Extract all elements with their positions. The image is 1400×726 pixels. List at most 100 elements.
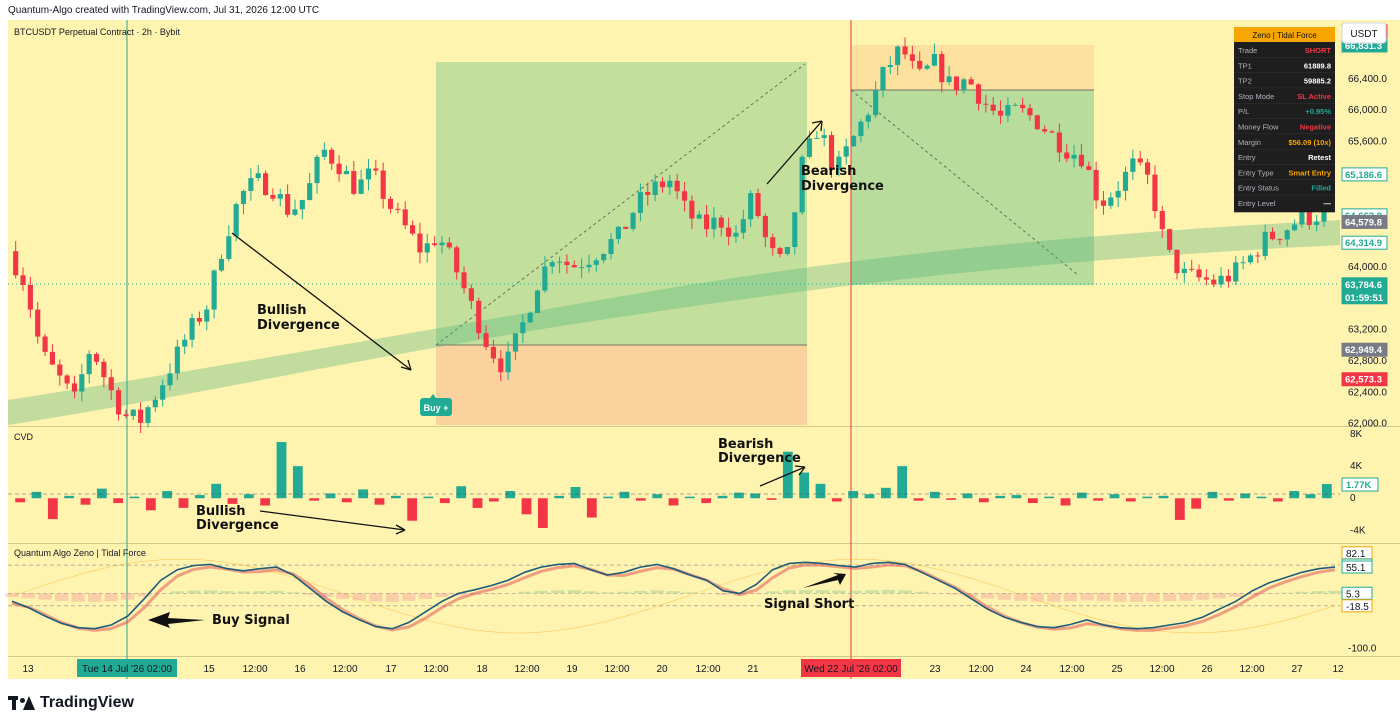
cvd-bar[interactable]: [260, 498, 271, 506]
price-badge[interactable]: 01:59:51: [1341, 290, 1388, 305]
candlestick-series[interactable]: [13, 37, 1334, 434]
candle[interactable]: [630, 212, 636, 229]
candle[interactable]: [1115, 190, 1121, 198]
candle[interactable]: [1314, 221, 1320, 225]
candle[interactable]: [652, 181, 658, 196]
cvd-bar[interactable]: [390, 495, 401, 499]
candle[interactable]: [755, 193, 761, 216]
candle[interactable]: [718, 217, 724, 228]
cvd-bar[interactable]: [407, 498, 418, 521]
cvd-bar[interactable]: [1191, 498, 1202, 509]
candle[interactable]: [1203, 277, 1209, 280]
candle[interactable]: [740, 219, 746, 233]
candle[interactable]: [615, 226, 621, 240]
candle[interactable]: [601, 254, 607, 261]
cvd-bar[interactable]: [1011, 495, 1022, 499]
cvd-bar[interactable]: [488, 498, 499, 502]
candle[interactable]: [534, 290, 541, 313]
cvd-bar[interactable]: [750, 493, 761, 499]
candle[interactable]: [13, 251, 19, 276]
cvd-bar[interactable]: [15, 498, 26, 503]
buy-badge[interactable]: Buy +: [420, 394, 452, 416]
candle[interactable]: [1159, 211, 1165, 230]
osc-main-line[interactable]: [11, 561, 1336, 630]
candle[interactable]: [1299, 212, 1305, 225]
candle[interactable]: [681, 191, 688, 201]
candle[interactable]: [285, 194, 291, 215]
cvd-bar[interactable]: [64, 495, 75, 499]
candle[interactable]: [873, 90, 879, 116]
cvd-bar[interactable]: [766, 498, 777, 500]
tradingview-logo[interactable]: TradingView: [8, 694, 134, 712]
candle[interactable]: [1211, 279, 1217, 285]
osc-badge[interactable]: 5.3: [1341, 586, 1373, 600]
candle[interactable]: [806, 138, 813, 157]
cvd-bar[interactable]: [1305, 494, 1316, 499]
cvd-bar[interactable]: [978, 498, 989, 503]
cvd-bar[interactable]: [162, 491, 173, 499]
candle[interactable]: [189, 318, 195, 340]
candle[interactable]: [79, 374, 85, 392]
cvd-bar[interactable]: [684, 496, 695, 499]
candle[interactable]: [365, 168, 372, 180]
candle[interactable]: [182, 339, 188, 347]
candle[interactable]: [292, 209, 298, 215]
cvd-bar[interactable]: [570, 487, 581, 499]
osc-badge[interactable]: -18.5: [1341, 599, 1373, 613]
candle[interactable]: [454, 247, 460, 273]
cvd-bar[interactable]: [586, 498, 597, 518]
cvd-bar[interactable]: [1109, 494, 1120, 499]
candle[interactable]: [1292, 224, 1298, 231]
candle[interactable]: [880, 67, 886, 91]
candle[interactable]: [329, 149, 335, 164]
candle[interactable]: [1145, 162, 1151, 175]
candle[interactable]: [608, 239, 614, 255]
candle[interactable]: [520, 322, 526, 334]
candle[interactable]: [1020, 104, 1026, 109]
crosshair-time-badge[interactable]: Tue 14 Jul '26 02:00: [77, 659, 177, 677]
osc-pane-bg[interactable]: [8, 544, 1340, 656]
candle[interactable]: [1056, 132, 1062, 153]
candle[interactable]: [240, 190, 247, 205]
candle[interactable]: [1034, 115, 1040, 130]
candle[interactable]: [637, 192, 643, 213]
candle[interactable]: [57, 364, 63, 376]
cvd-bar[interactable]: [1142, 496, 1153, 499]
candle[interactable]: [1130, 158, 1136, 172]
candle[interactable]: [248, 178, 254, 191]
candle[interactable]: [490, 346, 496, 359]
cvd-bar[interactable]: [211, 483, 222, 499]
cvd-bar[interactable]: [194, 495, 205, 499]
candle[interactable]: [1122, 171, 1129, 191]
cvd-bar[interactable]: [358, 489, 369, 499]
candle[interactable]: [299, 200, 305, 210]
cvd-bar[interactable]: [1272, 498, 1283, 502]
cvd-bar[interactable]: [1289, 491, 1300, 499]
candle[interactable]: [887, 65, 893, 68]
candle[interactable]: [211, 270, 217, 310]
candle[interactable]: [733, 232, 739, 237]
candle[interactable]: [777, 248, 783, 254]
candle[interactable]: [1108, 197, 1114, 206]
candle[interactable]: [1218, 275, 1224, 285]
candle[interactable]: [858, 121, 864, 137]
candle[interactable]: [689, 200, 695, 219]
candle[interactable]: [659, 181, 666, 188]
cvd-bar[interactable]: [897, 466, 908, 499]
candle[interactable]: [711, 217, 717, 230]
candle[interactable]: [527, 312, 533, 323]
candle[interactable]: [49, 351, 55, 365]
candle[interactable]: [468, 288, 474, 301]
candle[interactable]: [549, 262, 555, 267]
candle[interactable]: [557, 261, 563, 263]
cvd-bar[interactable]: [292, 466, 303, 499]
cvd-bar[interactable]: [799, 472, 810, 499]
cvd-histogram[interactable]: [15, 442, 1332, 528]
price-badge[interactable]: 63,784.6: [1341, 277, 1388, 292]
cvd-bar[interactable]: [178, 498, 189, 508]
time-axis[interactable]: 13 15 12:00 16 12:00 17 12:00 18 12:00 19 12:00 20 1…: [22, 659, 1344, 677]
candle[interactable]: [931, 53, 937, 66]
candle[interactable]: [321, 149, 327, 157]
candle[interactable]: [865, 115, 871, 122]
cvd-bar[interactable]: [227, 498, 238, 504]
